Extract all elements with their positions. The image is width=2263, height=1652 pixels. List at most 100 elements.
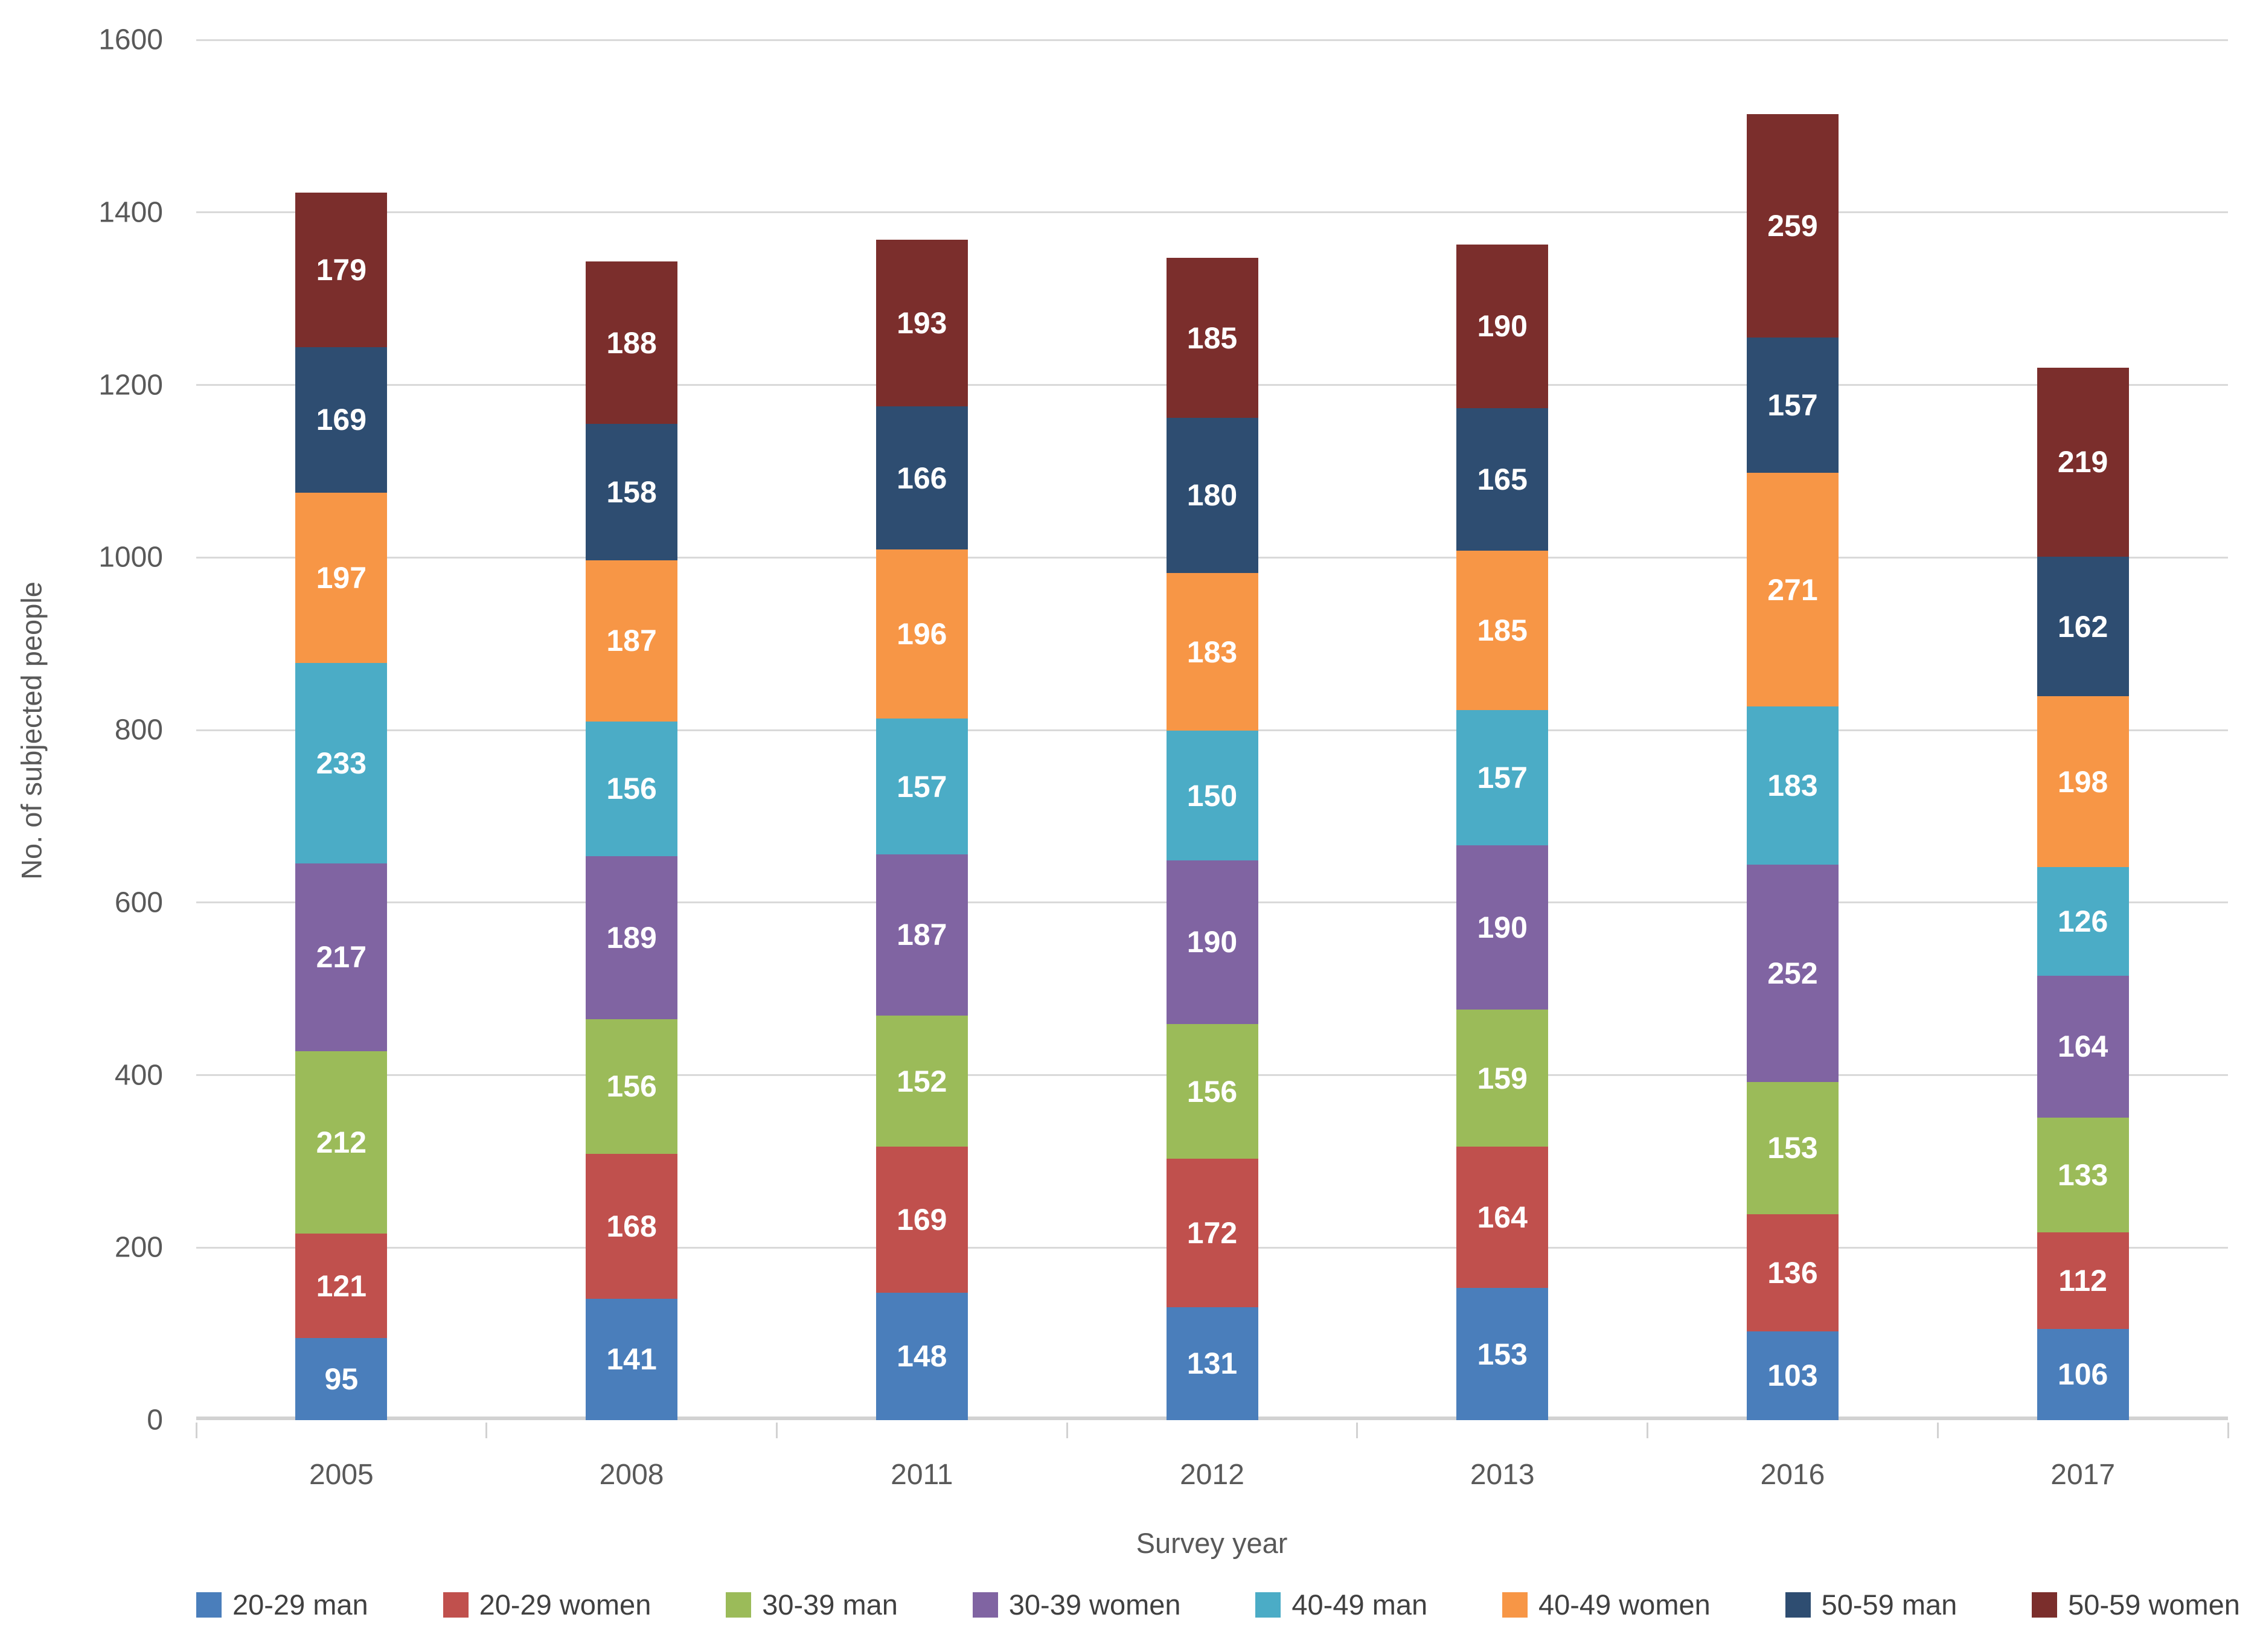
bar-segment-30-39-man-2017: 133	[2037, 1117, 2129, 1232]
gridline	[196, 39, 2228, 41]
x-tick-label-2012: 2012	[1180, 1459, 1244, 1491]
legend-label: 40-49 man	[1292, 1589, 1428, 1621]
bar-value-label: 157	[897, 769, 947, 804]
legend-item-20-29-women: 20-29 women	[443, 1588, 651, 1621]
bar-value-label: 103	[1767, 1359, 1818, 1393]
bar-value-label: 136	[1767, 1255, 1818, 1290]
legend-label: 20-29 man	[232, 1589, 368, 1621]
bar-value-label: 157	[1767, 388, 1818, 423]
legend-item-30-39-man: 30-39 man	[726, 1588, 898, 1621]
bar-value-label: 179	[316, 252, 367, 287]
bar-value-label: 198	[2057, 764, 2108, 799]
bar-segment-30-39-man-2005: 212	[295, 1051, 388, 1234]
bar-value-label: 185	[1186, 321, 1238, 355]
legend-swatch-icon	[196, 1592, 222, 1618]
bar-value-label: 180	[1186, 478, 1238, 513]
bar-value-label: 252	[1767, 956, 1818, 990]
bar-value-label: 156	[1186, 1074, 1238, 1109]
bar-value-label: 271	[1767, 572, 1818, 607]
bar-value-label: 183	[1767, 769, 1818, 803]
legend-item-50-59-man: 50-59 man	[1785, 1588, 1957, 1621]
bar-segment-20-29-man-2008: 141	[586, 1298, 678, 1420]
bar-segment-50-59-women-2011: 193	[875, 240, 968, 407]
x-axis-tick	[775, 1423, 778, 1438]
bar-value-label: 196	[897, 617, 947, 652]
bar-value-label: 153	[1477, 1337, 1528, 1371]
x-tick-label-2016: 2016	[1760, 1459, 1825, 1491]
bar-value-label: 95	[324, 1362, 359, 1397]
bar-segment-20-29-women-2016: 136	[1746, 1214, 1839, 1331]
legend-item-40-49-man: 40-49 man	[1255, 1588, 1427, 1621]
bar-value-label: 112	[2058, 1263, 2107, 1298]
bar-segment-20-29-man-2016: 103	[1746, 1331, 1839, 1420]
bar-value-label: 188	[606, 325, 657, 360]
bar-segment-50-59-women-2013: 190	[1456, 244, 1549, 409]
x-axis-tick	[485, 1423, 488, 1438]
bar-segment-40-49-women-2017: 198	[2037, 696, 2129, 868]
y-tick-label: 1400	[98, 196, 163, 229]
bar-value-label: 212	[316, 1125, 367, 1159]
bar-segment-40-49-women-2012: 183	[1166, 572, 1258, 731]
y-tick-label: 0	[147, 1404, 163, 1436]
bar-segment-50-59-man-2005: 169	[295, 347, 388, 493]
legend-item-20-29-man: 20-29 man	[196, 1588, 368, 1621]
bar-value-label: 169	[897, 1202, 947, 1237]
bar-value-label: 150	[1186, 778, 1238, 813]
x-axis-title: Survey year	[1136, 1527, 1288, 1559]
bar-segment-40-49-man-2017: 126	[2037, 867, 2129, 976]
plot-area: 95 121 212 217 233 197 169 179 141 168 156 189 156 18…	[196, 39, 2228, 1420]
y-tick-label: 600	[114, 886, 163, 919]
legend-swatch-icon	[443, 1592, 469, 1618]
x-tick-label-2005: 2005	[309, 1459, 374, 1491]
bar-value-label: 164	[2057, 1029, 2108, 1064]
bar-value-label: 148	[897, 1339, 947, 1374]
x-axis-tick	[1356, 1423, 1359, 1438]
y-tick-label: 400	[114, 1059, 163, 1091]
bar-segment-20-29-man-2017: 106	[2037, 1328, 2129, 1420]
bar-segment-30-39-women-2017: 164	[2037, 976, 2129, 1118]
bar-segment-40-49-women-2016: 271	[1746, 473, 1839, 707]
bar-segment-40-49-man-2011: 157	[875, 719, 968, 854]
gridline	[196, 211, 2228, 214]
bar-segment-50-59-man-2017: 162	[2037, 556, 2129, 697]
bar-segment-50-59-man-2011: 166	[875, 406, 968, 550]
bar-value-label: 152	[897, 1064, 947, 1098]
bar-value-label: 172	[1186, 1215, 1238, 1250]
bar-segment-50-59-man-2016: 157	[1746, 337, 1839, 473]
bar-segment-20-29-women-2017: 112	[2037, 1232, 2129, 1329]
bar-segment-20-29-women-2008: 168	[586, 1153, 678, 1299]
bar-segment-30-39-man-2013: 159	[1456, 1009, 1549, 1147]
bar-segment-20-29-women-2012: 172	[1166, 1159, 1258, 1307]
bar-segment-30-39-women-2013: 190	[1456, 845, 1549, 1010]
y-tick-label: 1200	[98, 369, 163, 401]
bar-segment-30-39-man-2012: 156	[1166, 1024, 1258, 1159]
bar-segment-30-39-women-2012: 190	[1166, 860, 1258, 1025]
bar-value-label: 183	[1186, 635, 1238, 669]
bar-segment-50-59-women-2008: 188	[586, 261, 678, 424]
bar-value-label: 217	[316, 940, 367, 975]
legend-label: 50-59 man	[1821, 1589, 1957, 1621]
y-tick-label: 200	[114, 1231, 163, 1264]
bar-segment-40-49-man-2013: 157	[1456, 710, 1549, 846]
bar-value-label: 190	[1186, 925, 1238, 959]
bar-segment-40-49-women-2013: 185	[1456, 550, 1549, 711]
legend-swatch-icon	[1502, 1592, 1528, 1618]
bar-segment-20-29-man-2013: 153	[1456, 1288, 1549, 1420]
bar-segment-30-39-women-2005: 217	[295, 863, 388, 1051]
y-tick-label: 800	[114, 714, 163, 746]
bar-segment-40-49-man-2008: 156	[586, 721, 678, 856]
bar-segment-50-59-women-2016: 259	[1746, 114, 1839, 338]
bar-value-label: 156	[606, 1069, 657, 1104]
bar-segment-30-39-man-2011: 152	[875, 1015, 968, 1147]
bar-value-label: 166	[897, 461, 947, 495]
bar-segment-30-39-women-2016: 252	[1746, 864, 1839, 1082]
y-tick-label: 1600	[98, 24, 163, 56]
bar-segment-30-39-women-2008: 189	[586, 856, 678, 1019]
bar-value-label: 106	[2057, 1357, 2108, 1392]
y-tick-label: 1000	[98, 541, 163, 574]
bar-value-label: 159	[1477, 1061, 1528, 1095]
bar-segment-50-59-man-2008: 158	[586, 423, 678, 560]
x-tick-label-2011: 2011	[891, 1459, 953, 1491]
bar-value-label: 187	[897, 918, 947, 952]
bar-value-label: 126	[2057, 904, 2108, 939]
